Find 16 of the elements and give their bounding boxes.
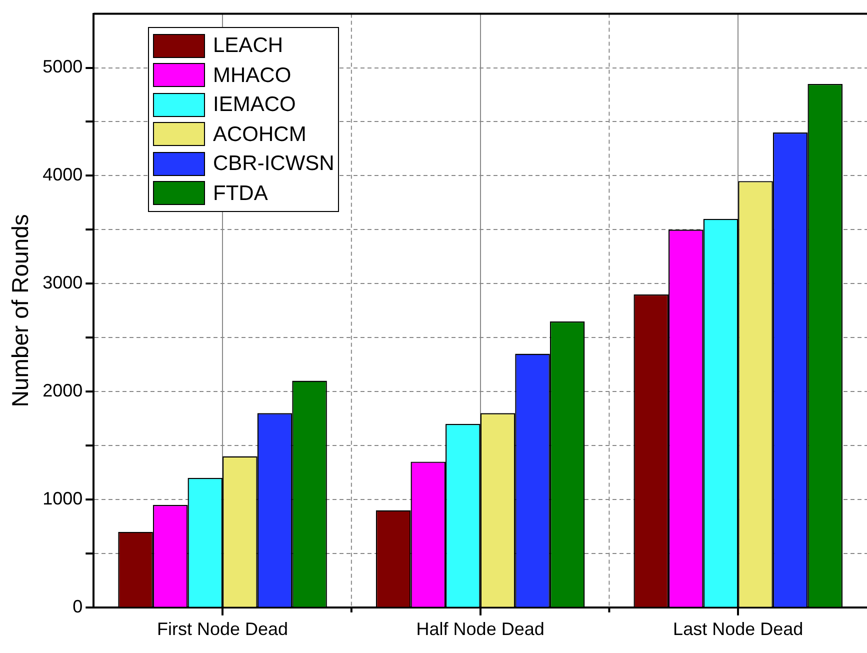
y-tick-label: 4000 <box>42 164 83 185</box>
legend-label: FTDA <box>213 180 268 206</box>
y-axis-title: Number of Rounds <box>7 214 34 408</box>
x-tick-label: First Node Dead <box>157 619 288 640</box>
legend-label: MHACO <box>213 62 292 88</box>
legend-label: CBR-ICWSN <box>213 151 334 177</box>
y-tick-label: 2000 <box>42 380 83 401</box>
x-tick-label: Half Node Dead <box>416 619 544 640</box>
y-tick-label: 5000 <box>42 56 83 77</box>
y-tick-label: 1000 <box>42 488 83 508</box>
y-tick-label: 0 <box>72 596 83 616</box>
legend-label: ACOHCM <box>213 122 306 148</box>
y-tick-label: 3000 <box>42 272 83 293</box>
legend-label: IEMACO <box>213 92 296 118</box>
x-tick-label: Last Node Dead <box>673 619 804 640</box>
legend-label: LEACH <box>213 33 284 59</box>
